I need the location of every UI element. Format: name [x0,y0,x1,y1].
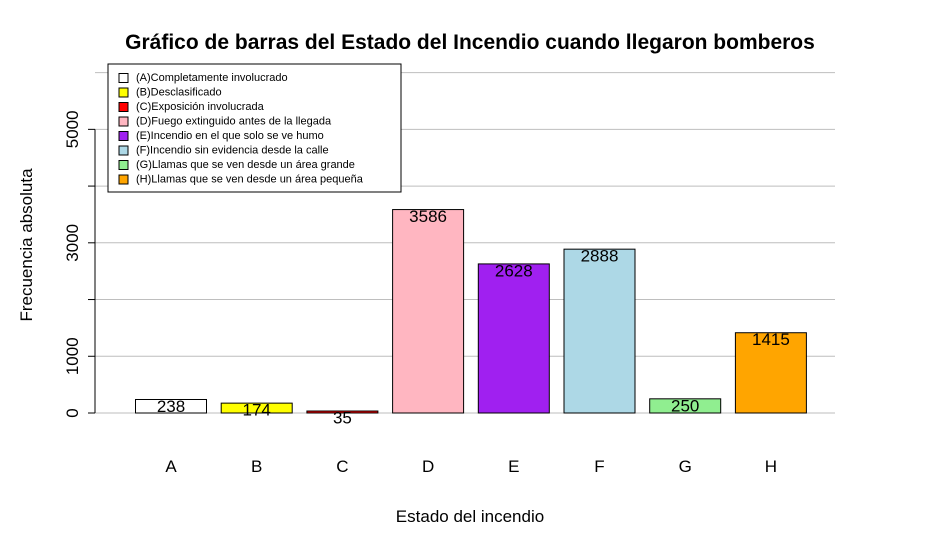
legend-label: (D)Fuego extinguido antes de la llegada [136,115,332,127]
x-tick-label: E [508,457,519,476]
legend-label: (G)Llamas que se ven desde un área grand… [136,159,355,171]
y-axis-label: Frecuencia absoluta [17,168,36,322]
x-tick-label: A [165,457,177,476]
bar-C [306,410,379,414]
data-label: 2888 [581,247,619,266]
chart-title: Gráfico de barras del Estado del Incendi… [125,31,815,54]
y-tick-label: 3000 [63,224,82,262]
data-label: 238 [157,397,185,416]
x-tick-label: B [251,457,262,476]
legend-label: (F)Incendio sin evidencia desde la calle [136,144,329,156]
bar-F [563,248,636,414]
bars: 238 174 35 3586 2628 2888 250 1415 [135,207,807,427]
legend-label: (B)Desclasificado [136,86,222,98]
x-tick-label: C [336,457,348,476]
legend-label: (H)Llamas que se ven desde un área peque… [136,173,364,185]
data-label: 35 [333,408,352,427]
x-tick-label: G [679,457,692,476]
legend: (A)Completamente involucrado (B)Desclasif… [107,63,402,193]
y-tick-label: 1000 [63,337,82,375]
bar-E [477,263,550,414]
x-tick-label: F [594,457,604,476]
legend-swatch [118,116,129,127]
legend-swatch [118,87,129,98]
legend-label: (E)Incendio en el que solo se ve humo [136,130,324,142]
legend-swatch [118,131,129,141]
bar-G [649,398,722,414]
y-axis: 0 1000 3000 5000 [63,110,96,418]
legend-box [107,63,402,193]
y-tick-label: 5000 [63,110,82,148]
x-tick-label: D [422,457,434,476]
data-label: 174 [243,401,271,420]
bar-D [392,209,465,414]
bar-A [135,398,207,414]
bar-B [220,402,293,414]
legend-swatch [118,160,129,170]
data-label: 1415 [752,330,790,349]
data-label: 250 [671,396,699,415]
legend-label: (A)Completamente involucrado [136,72,288,84]
x-tick-label: H [765,457,777,476]
legend-swatch [118,102,129,112]
legend-swatch [118,174,129,185]
legend-label: (C)Exposición involucrada [136,101,265,113]
bar-H [734,332,807,414]
x-axis-tick-labels: A B C D E F G H [165,457,777,476]
legend-swatch [118,73,129,83]
legend-swatch [118,145,129,156]
data-label: 3586 [409,207,447,226]
data-label: 2628 [495,261,533,280]
y-tick-label: 0 [63,408,82,417]
x-axis-label: Estado del incendio [396,507,544,526]
